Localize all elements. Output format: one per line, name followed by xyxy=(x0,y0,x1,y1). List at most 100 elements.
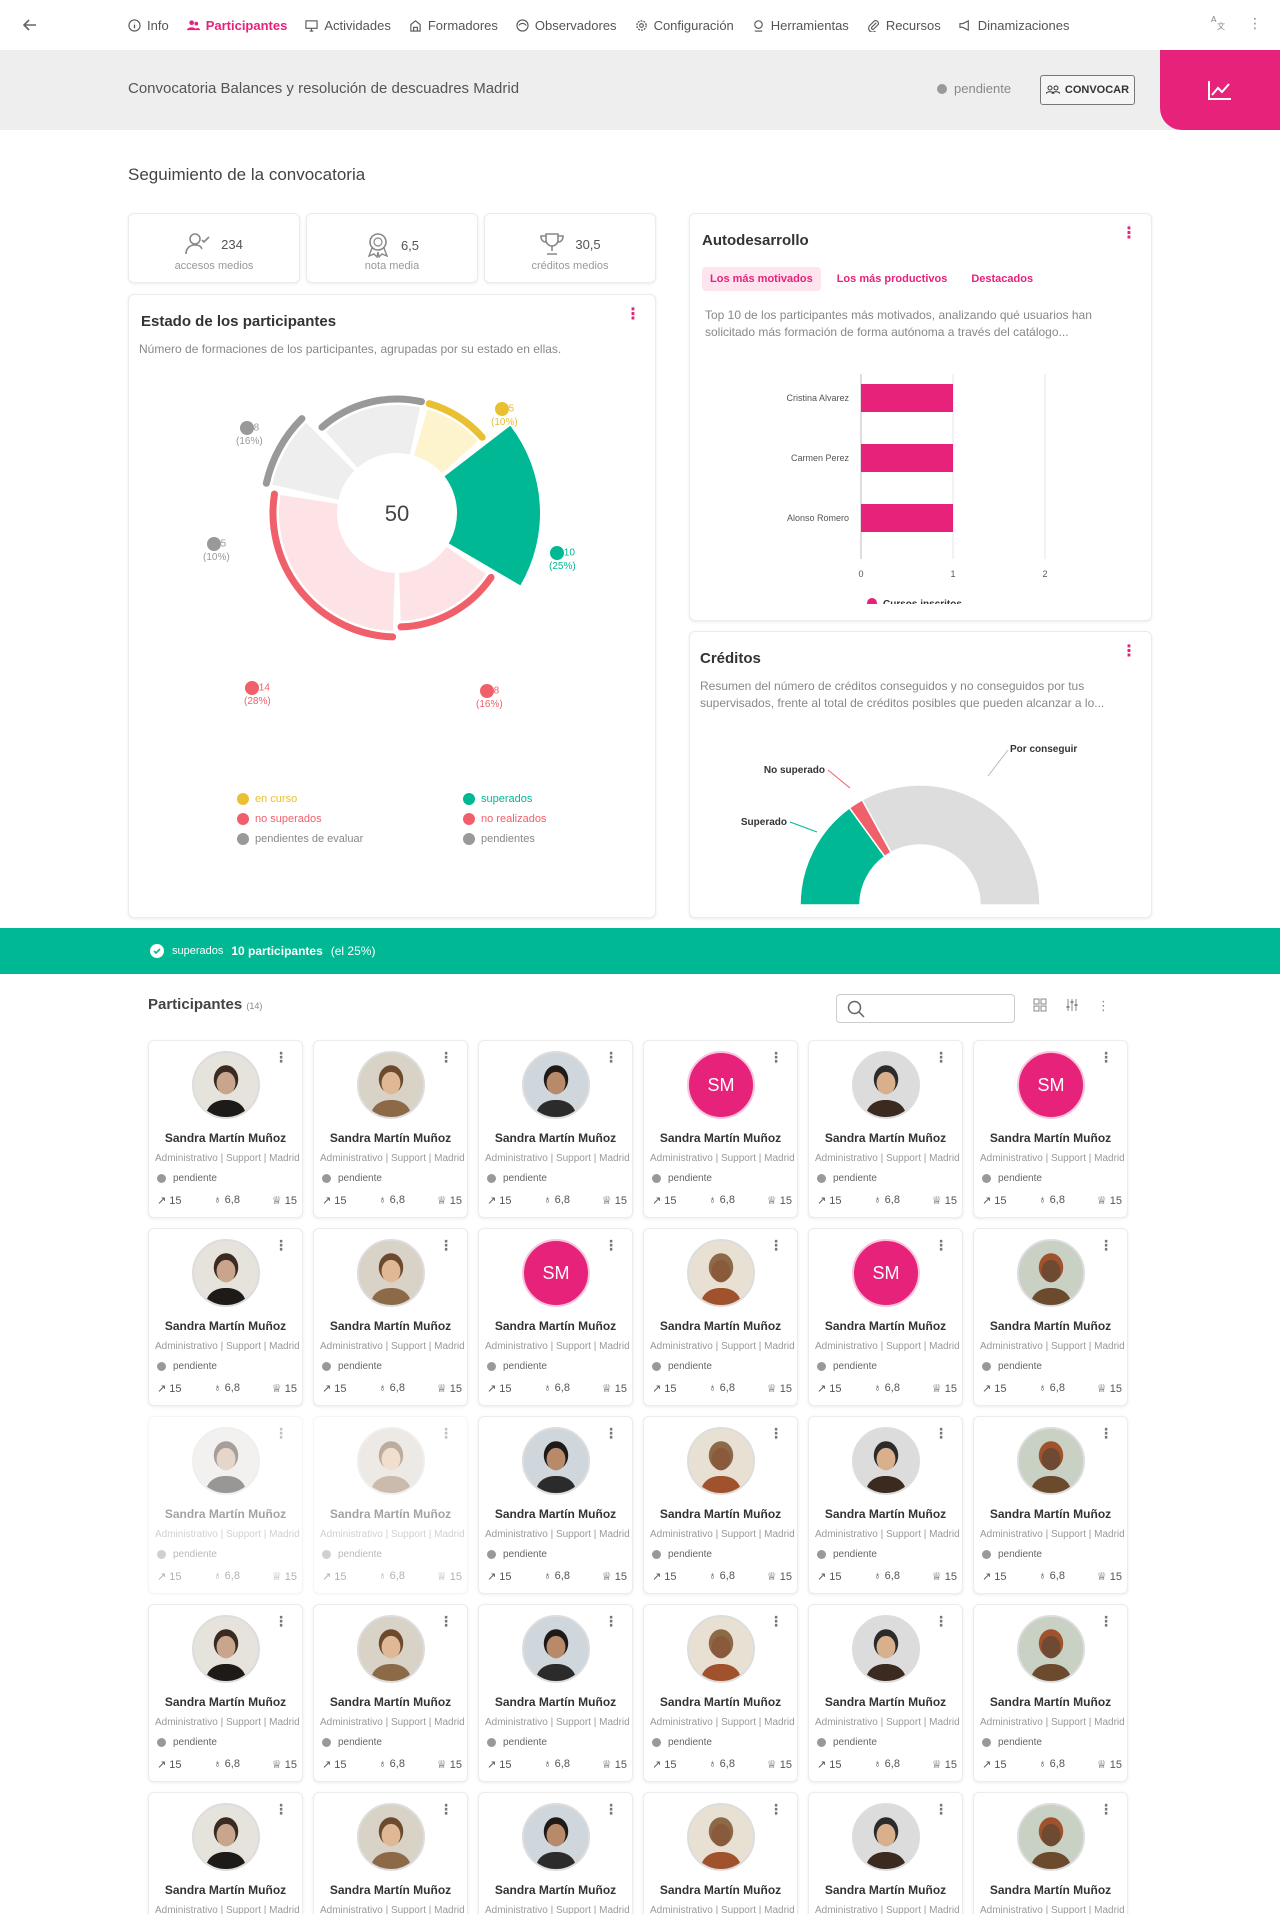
participant-card[interactable]: ⋮ SM Sandra Martín Muñoz Administrativo … xyxy=(973,1040,1128,1218)
more-vertical-icon[interactable]: ⋮ xyxy=(439,1801,453,1817)
arrow-up-right-icon: ↗ xyxy=(817,1759,827,1771)
filter-sliders-icon[interactable] xyxy=(1065,998,1079,1015)
participant-card[interactable]: ⋮ Sandra Martín Muñoz Administrativo | S… xyxy=(643,1228,798,1406)
participant-card[interactable]: ⋮ Sandra Martín Muñoz Administrativo | S… xyxy=(973,1792,1128,1914)
more-vertical-icon[interactable]: ⋮ xyxy=(1099,1049,1113,1065)
convocar-button[interactable]: CONVOCAR xyxy=(1040,75,1135,105)
tab-recursos[interactable]: Recursos xyxy=(867,18,941,33)
nota-stat: ♁ 6,8 xyxy=(873,1382,900,1395)
more-vertical-icon[interactable]: ⋮ xyxy=(769,1049,783,1065)
accesos-stat: ↗ 15 xyxy=(157,1758,182,1771)
more-vertical-icon[interactable]: ⋮ xyxy=(604,1049,618,1065)
participant-card[interactable]: ⋮ Sandra Martín Muñoz Administrativo | S… xyxy=(973,1416,1128,1594)
grid-view-icon[interactable] xyxy=(1033,998,1047,1015)
more-vertical-icon[interactable]: ⋮ xyxy=(934,1425,948,1441)
participant-card[interactable]: ⋮ Sandra Martín Muñoz Administrativo | S… xyxy=(808,1792,963,1914)
participant-card[interactable]: ⋮ Sandra Martín Muñoz Administrativo | S… xyxy=(973,1604,1128,1782)
participant-card[interactable]: ⋮ Sandra Martín Muñoz Administrativo | S… xyxy=(643,1416,798,1594)
more-vertical-icon[interactable]: ⋮ xyxy=(1099,1801,1113,1817)
kpi-label: créditos medios xyxy=(531,260,609,272)
participant-card[interactable]: ⋮ Sandra Martín Muñoz Administrativo | S… xyxy=(643,1792,798,1914)
participant-card[interactable]: ⋮ Sandra Martín Muñoz Administrativo | S… xyxy=(478,1416,633,1594)
creditos-value: 15 xyxy=(1109,1571,1122,1583)
more-vertical-icon[interactable]: ⋮ xyxy=(1121,225,1137,242)
creditos-stat: ♕ 15 xyxy=(437,1194,462,1207)
more-vertical-icon[interactable]: ⋮ xyxy=(934,1801,948,1817)
award-icon: ♁ xyxy=(213,1570,222,1582)
more-vertical-icon[interactable]: ⋮ xyxy=(274,1425,288,1441)
participant-name: Sandra Martín Muñoz xyxy=(824,1507,947,1521)
participant-card[interactable]: ⋮ Sandra Martín Muñoz Administrativo | S… xyxy=(148,1228,303,1406)
more-vertical-icon[interactable]: ⋮ xyxy=(1097,998,1110,1013)
participant-card[interactable]: ⋮ Sandra Martín Muñoz Administrativo | S… xyxy=(148,1416,303,1594)
participant-card[interactable]: ⋮ Sandra Martín Muñoz Administrativo | S… xyxy=(313,1792,468,1914)
participant-card[interactable]: ⋮ SM Sandra Martín Muñoz Administrativo … xyxy=(478,1228,633,1406)
participant-card[interactable]: ⋮ Sandra Martín Muñoz Administrativo | S… xyxy=(313,1416,468,1594)
more-vertical-icon[interactable]: ⋮ xyxy=(604,1801,618,1817)
tab-herramientas[interactable]: Herramientas xyxy=(752,18,849,33)
card-description: Top 10 de los participantes más motivado… xyxy=(705,308,1092,339)
participant-card[interactable]: ⋮ Sandra Martín Muñoz Administrativo | S… xyxy=(478,1792,633,1914)
more-vertical-icon[interactable]: ⋮ xyxy=(934,1237,948,1253)
participant-card[interactable]: ⋮ SM Sandra Martín Muñoz Administrativo … xyxy=(643,1040,798,1218)
more-vertical-icon[interactable]: ⋮ xyxy=(604,1425,618,1441)
stats-chart-button[interactable] xyxy=(1160,50,1280,130)
more-vertical-icon[interactable]: ⋮ xyxy=(439,1237,453,1253)
participant-card[interactable]: ⋮ Sandra Martín Muñoz Administrativo | S… xyxy=(808,1604,963,1782)
tab-dinamizaciones[interactable]: Dinamizaciones xyxy=(959,18,1070,33)
more-vertical-icon[interactable]: ⋮ xyxy=(1248,15,1262,31)
more-vertical-icon[interactable]: ⋮ xyxy=(1099,1425,1113,1441)
more-vertical-icon[interactable]: ⋮ xyxy=(274,1237,288,1253)
participant-card[interactable]: ⋮ Sandra Martín Muñoz Administrativo | S… xyxy=(313,1040,468,1218)
participant-card[interactable]: ⋮ Sandra Martín Muñoz Administrativo | S… xyxy=(313,1228,468,1406)
tab-actividades[interactable]: Actividades xyxy=(305,18,391,33)
participant-role: Administrativo | Support | Madrid xyxy=(485,1341,630,1352)
participant-card[interactable]: ⋮ Sandra Martín Muñoz Administrativo | S… xyxy=(973,1228,1128,1406)
more-vertical-icon[interactable]: ⋮ xyxy=(625,306,641,323)
search-input[interactable] xyxy=(836,994,1015,1023)
more-vertical-icon[interactable]: ⋮ xyxy=(769,1237,783,1253)
more-vertical-icon[interactable]: ⋮ xyxy=(769,1613,783,1629)
tab-formadores[interactable]: Formadores xyxy=(409,18,498,33)
more-vertical-icon[interactable]: ⋮ xyxy=(604,1237,618,1253)
participant-card[interactable]: ⋮ Sandra Martín Muñoz Administrativo | S… xyxy=(313,1604,468,1782)
participant-role: Administrativo | Support | Madrid xyxy=(650,1153,795,1164)
more-vertical-icon[interactable]: ⋮ xyxy=(604,1613,618,1629)
participant-card[interactable]: ⋮ SM Sandra Martín Muñoz Administrativo … xyxy=(808,1228,963,1406)
count: 10 xyxy=(563,547,575,559)
tab-configuracin[interactable]: Configuración xyxy=(635,18,734,33)
accesos-stat: ↗ 15 xyxy=(982,1382,1007,1395)
participant-card[interactable]: ⋮ Sandra Martín Muñoz Administrativo | S… xyxy=(478,1604,633,1782)
more-vertical-icon[interactable]: ⋮ xyxy=(769,1801,783,1817)
participant-card[interactable]: ⋮ Sandra Martín Muñoz Administrativo | S… xyxy=(478,1040,633,1218)
participant-card[interactable]: ⋮ Sandra Martín Muñoz Administrativo | S… xyxy=(808,1416,963,1594)
more-vertical-icon[interactable]: ⋮ xyxy=(934,1613,948,1629)
tab-info[interactable]: Info xyxy=(128,18,169,33)
more-vertical-icon[interactable]: ⋮ xyxy=(274,1801,288,1817)
participant-card[interactable]: ⋮ Sandra Martín Muñoz Administrativo | S… xyxy=(148,1792,303,1914)
tab-mas-productivos[interactable]: Los más productivos xyxy=(836,273,948,285)
more-vertical-icon[interactable]: ⋮ xyxy=(274,1613,288,1629)
more-vertical-icon[interactable]: ⋮ xyxy=(274,1049,288,1065)
more-vertical-icon[interactable]: ⋮ xyxy=(439,1425,453,1441)
participant-role: Administrativo | Support | Madrid xyxy=(980,1153,1125,1164)
participant-card[interactable]: ⋮ Sandra Martín Muñoz Administrativo | S… xyxy=(148,1040,303,1218)
more-vertical-icon[interactable]: ⋮ xyxy=(934,1049,948,1065)
back-arrow-icon[interactable] xyxy=(18,13,42,37)
more-vertical-icon[interactable]: ⋮ xyxy=(1099,1237,1113,1253)
more-vertical-icon[interactable]: ⋮ xyxy=(439,1049,453,1065)
participant-card[interactable]: ⋮ Sandra Martín Muñoz Administrativo | S… xyxy=(148,1604,303,1782)
more-vertical-icon[interactable]: ⋮ xyxy=(1099,1613,1113,1629)
tab-mas-motivados[interactable]: Los más motivados xyxy=(702,267,821,291)
tab-destacados[interactable]: Destacados xyxy=(971,273,1034,285)
participant-role: Administrativo | Support | Madrid xyxy=(155,1341,300,1352)
participant-card[interactable]: ⋮ Sandra Martín Muñoz Administrativo | S… xyxy=(643,1604,798,1782)
more-vertical-icon[interactable]: ⋮ xyxy=(439,1613,453,1629)
more-vertical-icon[interactable]: ⋮ xyxy=(1121,643,1137,660)
tab-observadores[interactable]: Observadores xyxy=(516,18,617,33)
nota-stat: ♁ 6,8 xyxy=(543,1758,570,1771)
tab-participantes[interactable]: Participantes xyxy=(186,18,287,33)
participant-card[interactable]: ⋮ Sandra Martín Muñoz Administrativo | S… xyxy=(808,1040,963,1218)
more-vertical-icon[interactable]: ⋮ xyxy=(769,1425,783,1441)
